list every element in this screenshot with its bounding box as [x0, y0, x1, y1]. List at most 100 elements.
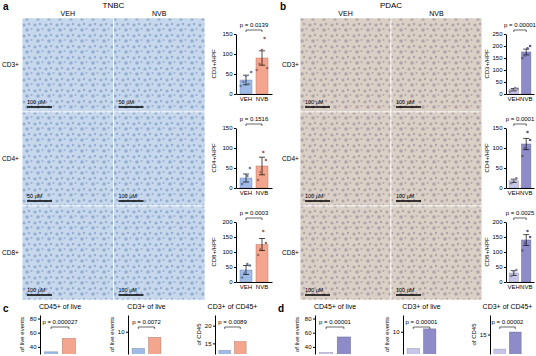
significance-bracket [514, 30, 526, 32]
data-point [526, 131, 529, 134]
y-axis: 406080 [305, 316, 316, 355]
x-tick-label: VEH [240, 190, 252, 196]
y-tick: 50 [496, 165, 506, 171]
p-value: p = 0.0139 [240, 22, 269, 28]
y-tick-label: 150 [222, 31, 233, 37]
panel-title: PDAC [380, 1, 402, 10]
data-point [245, 75, 248, 78]
y-tick-label: 0 [229, 185, 233, 191]
scale-bar [396, 294, 421, 296]
scale-bar-label: 100 µM [396, 99, 415, 105]
y-tick-mark [504, 128, 506, 129]
y-tick: 200 [492, 219, 506, 225]
y-tick: 200 [222, 219, 236, 225]
error-bar [523, 138, 529, 149]
significance-bracket [138, 327, 154, 329]
y-tick-label: 80 [30, 316, 37, 322]
data-point [249, 264, 252, 267]
x-axis: VEHNVB [237, 94, 273, 102]
data-point [529, 139, 532, 142]
y-tick: 100 [222, 145, 236, 151]
y-axis: 050100150200250 [492, 31, 506, 97]
scale-bar-label: 100 µM [119, 287, 138, 293]
y-tick-label: 100 [492, 67, 503, 73]
y-tick: 15 [480, 332, 490, 338]
x-axis: VEH NVB [237, 282, 273, 290]
x-tick-label: NVB [520, 96, 532, 102]
y-axis-title: of CD45 [471, 323, 477, 346]
data-point [242, 81, 245, 84]
x-tick-label: VEH [240, 96, 252, 102]
y-tick-label: 100 [222, 249, 233, 255]
y-tick-mark [313, 319, 315, 320]
scale-bar [305, 200, 330, 202]
x-tick: NVB [256, 282, 268, 290]
y-tick: 50 [496, 79, 506, 85]
scale-bar [305, 294, 330, 296]
chart-title: CD3+ of live [127, 303, 165, 310]
data-point [255, 69, 258, 72]
bar [132, 348, 144, 354]
data-point [529, 236, 532, 239]
y-tick-mark [504, 34, 506, 35]
data-point [259, 171, 262, 174]
y-tick-label: 40 [305, 344, 312, 350]
data-point [261, 49, 264, 52]
plot-area [44, 338, 75, 354]
x-tick-label: NVB [520, 190, 532, 196]
y-tick-mark [313, 347, 315, 348]
y-tick-label: 50 [226, 71, 233, 77]
p-value: p = 0.00002 [492, 319, 525, 325]
bar [44, 352, 57, 354]
row-label: CD8+ [282, 249, 299, 256]
error-bar [511, 271, 517, 276]
data-point [529, 45, 532, 48]
data-point [515, 177, 518, 180]
y-axis: 050100150200 [492, 219, 506, 285]
micrograph [114, 206, 206, 300]
y-tick-mark [234, 94, 236, 95]
y-tick-mark [504, 70, 506, 71]
bar [509, 332, 521, 354]
data-point [265, 242, 268, 245]
p-value: p = 0.0001 [506, 116, 535, 122]
y-tick-label: 150 [492, 234, 503, 240]
y-tick-mark [234, 267, 236, 268]
micrograph [391, 206, 482, 300]
y-tick-mark [234, 168, 236, 169]
p-value: p = 0.00001 [504, 22, 536, 28]
bar-chart: 050100150VEHNVBCD4+/HPFp = 0.0001 [484, 116, 535, 196]
y-axis-title: CD3+/HPF [211, 49, 217, 79]
y-tick: 50 [226, 264, 236, 270]
y-tick: 50 [226, 71, 236, 77]
scale-bar [119, 200, 144, 202]
y-tick-label: 10 [393, 329, 400, 335]
y-tick: 0 [229, 185, 236, 191]
panel-label: c [3, 303, 9, 314]
plot-area [219, 342, 246, 354]
x-tick: NVB [520, 282, 532, 290]
scale-bar [119, 106, 144, 108]
x-tick-label: VEH [240, 284, 252, 290]
y-tick-label: 50 [496, 264, 503, 270]
row-label: CD3+ [282, 61, 299, 68]
scale-bar-label: 100 µM [396, 287, 415, 293]
data-point [266, 67, 269, 70]
significance-bracket [326, 327, 344, 329]
bar [234, 342, 246, 354]
bar-chart: 050100150200250VEHNVBCD3+/HPFp = 0.00001 [484, 22, 536, 102]
y-axis-title: of live events [294, 317, 300, 352]
error-bar [243, 75, 249, 85]
significance-bracket [514, 218, 526, 220]
significance-bracket [246, 124, 262, 126]
y-tick-mark [234, 222, 236, 223]
y-tick: 150 [222, 234, 236, 240]
data-point [511, 89, 514, 92]
y-tick-mark [38, 347, 40, 348]
x-tick: VEH [240, 282, 252, 290]
x-tick: NVB [520, 94, 532, 102]
micrograph [391, 18, 482, 112]
bar [337, 337, 350, 354]
column-header: NVB [152, 10, 167, 17]
y-tick: 15 [205, 341, 215, 347]
